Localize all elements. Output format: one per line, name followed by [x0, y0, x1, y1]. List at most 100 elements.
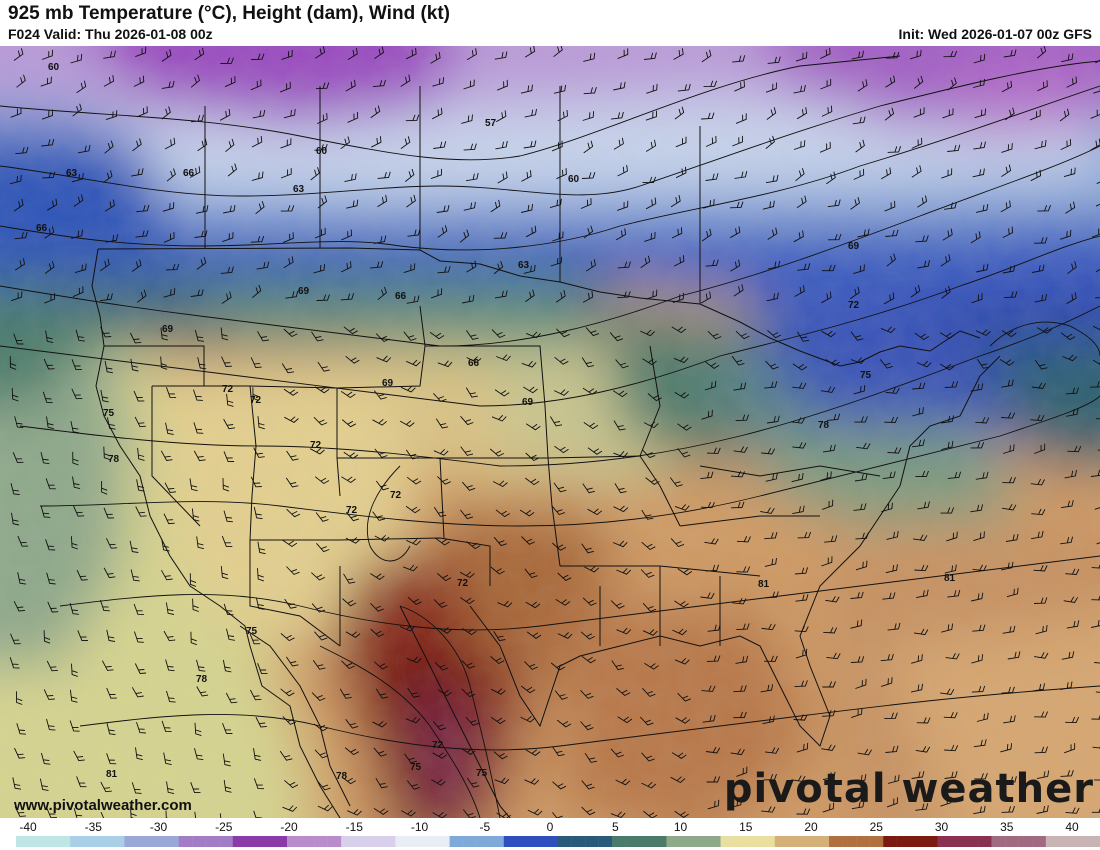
wind-barb	[373, 235, 387, 244]
wind-barb	[943, 50, 958, 58]
wind-barb	[431, 107, 443, 120]
wind-barb	[1002, 226, 1014, 239]
wind-barb	[972, 564, 987, 572]
wind-barb	[824, 535, 838, 543]
wind-barb	[700, 501, 715, 509]
wind-barb	[913, 534, 928, 541]
wind-barb	[465, 387, 478, 398]
wind-barb	[735, 113, 747, 124]
wind-barb	[669, 477, 683, 487]
wind-barb	[643, 421, 659, 429]
wind-barb	[913, 107, 925, 118]
wind-barb	[581, 655, 596, 664]
wind-barb	[850, 197, 861, 210]
wind-barb	[940, 796, 952, 807]
wind-barb	[1034, 443, 1046, 454]
height-label: 66	[183, 168, 195, 179]
wind-barb	[346, 511, 360, 522]
colorbar-tick-label: 5	[612, 820, 619, 834]
wind-barb	[459, 571, 475, 579]
site-url[interactable]: www.pivotalweather.com	[14, 797, 192, 814]
wind-barb	[14, 258, 25, 271]
wind-barb	[735, 330, 750, 340]
wind-barb	[526, 631, 542, 639]
wind-barb	[1037, 80, 1048, 92]
wind-barb	[194, 748, 204, 761]
wind-barb	[1059, 229, 1072, 240]
wind-barb	[311, 692, 326, 702]
colorbar-cell	[463, 836, 477, 847]
wind-barb	[855, 560, 868, 571]
wind-barb	[940, 254, 951, 267]
wind-barb	[465, 716, 479, 726]
wind-barb	[821, 330, 836, 338]
colorbar-cell	[219, 836, 233, 847]
wind-barb	[671, 326, 687, 334]
wind-barb	[1000, 200, 1011, 213]
wind-barb	[1095, 268, 1100, 273]
wind-barb	[72, 286, 84, 298]
wind-barb	[853, 168, 865, 180]
wind-barb	[1060, 681, 1073, 691]
wind-barb	[1090, 381, 1100, 388]
wind-barb	[343, 573, 356, 584]
wind-barb	[41, 171, 56, 179]
weather-map[interactable]: 60 57 60 60 63 66 63 66 63 66 69 69 69 7…	[0, 46, 1100, 818]
wind-barb	[191, 508, 200, 522]
height-label: 72	[432, 740, 444, 751]
wind-barb	[252, 387, 259, 401]
wind-barb	[677, 423, 692, 431]
wind-barb	[943, 712, 958, 719]
wind-barb	[12, 777, 22, 790]
wind-barb	[1090, 469, 1100, 477]
wind-barb	[733, 284, 744, 297]
wind-barb	[701, 112, 715, 120]
wind-barb	[705, 564, 720, 572]
wind-barb	[763, 773, 777, 781]
wind-barb	[850, 331, 864, 341]
wind-barb	[941, 168, 953, 179]
wind-barb	[370, 628, 385, 638]
wind-barb	[1066, 620, 1080, 629]
wind-barb	[1031, 530, 1044, 540]
wind-barb	[792, 505, 805, 515]
wind-barb	[797, 531, 812, 539]
wind-barb	[587, 508, 603, 516]
wind-barb	[975, 329, 991, 337]
wind-barb	[886, 797, 898, 808]
wind-barb	[377, 171, 391, 179]
wind-barb	[700, 471, 714, 480]
wind-barb	[257, 416, 265, 430]
wind-barb	[432, 812, 448, 818]
colorbar-cell	[29, 836, 44, 847]
wind-barb	[1090, 109, 1100, 119]
wind-barb	[14, 806, 26, 817]
wind-barb	[999, 359, 1015, 366]
wind-barb	[257, 568, 265, 582]
wind-barb	[165, 602, 175, 615]
wind-barb	[795, 648, 808, 659]
wind-barb	[75, 329, 85, 342]
wind-barb	[40, 76, 52, 87]
wind-barb	[764, 747, 780, 754]
wind-barb	[16, 723, 27, 735]
wind-barb	[134, 663, 147, 674]
wind-barb	[947, 471, 962, 479]
wind-barb	[255, 200, 265, 215]
wind-barb	[339, 688, 352, 699]
wind-barb	[582, 483, 595, 494]
wind-barb	[765, 82, 777, 93]
colorbar-cells	[16, 836, 1100, 847]
wind-barb	[820, 47, 831, 60]
wind-barb	[103, 567, 116, 579]
wind-barb	[283, 388, 299, 396]
wind-barb	[852, 116, 866, 125]
wind-barb	[372, 511, 386, 521]
wind-barb	[880, 653, 894, 662]
wind-barb	[707, 330, 722, 340]
wind-barb	[251, 171, 264, 181]
wind-barb	[912, 407, 924, 417]
wind-barb	[104, 199, 115, 212]
wind-barb	[823, 771, 836, 780]
wind-barb	[821, 556, 833, 567]
